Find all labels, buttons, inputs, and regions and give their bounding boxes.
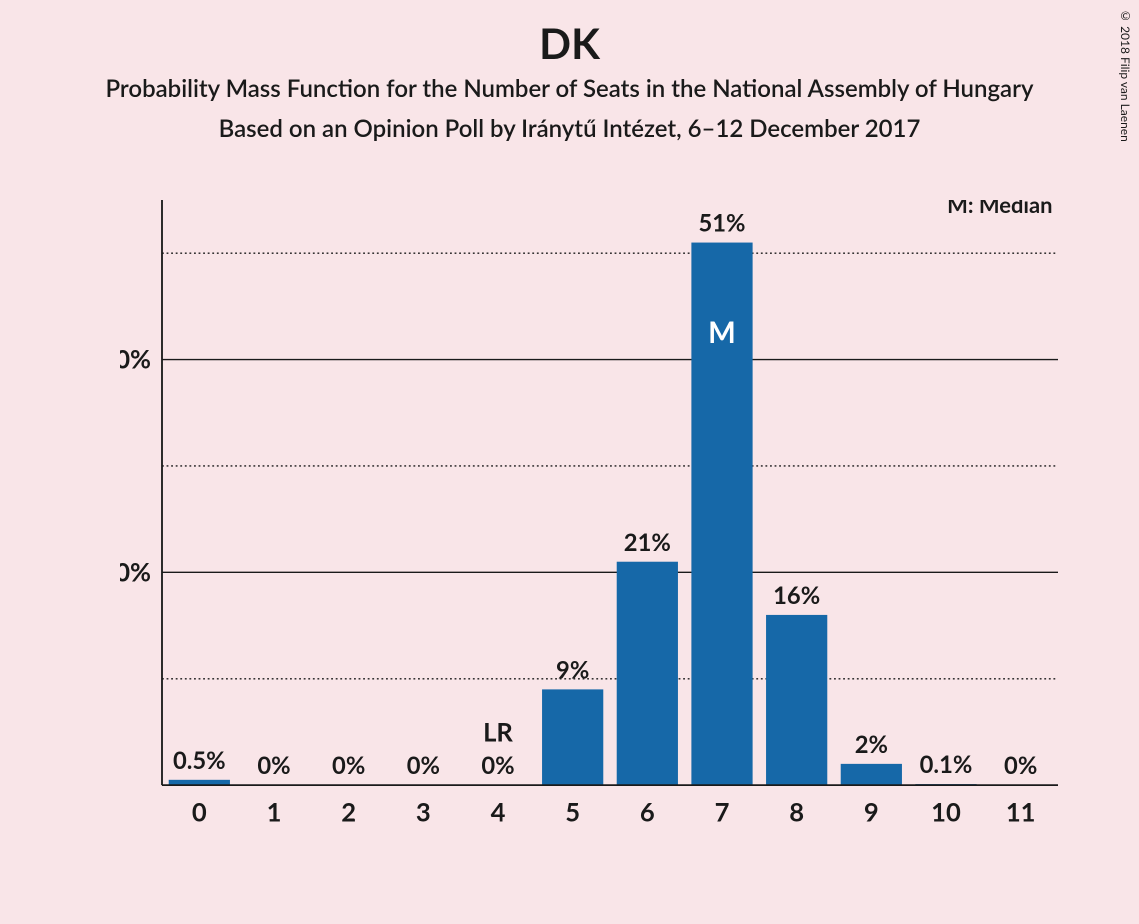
bar-value-label: 0%: [481, 752, 514, 780]
bar-value-label: 0.1%: [920, 751, 973, 779]
x-tick-label: 10: [931, 798, 961, 828]
bar-value-label: 21%: [624, 529, 671, 557]
bar: [542, 689, 603, 785]
grid-lines: [162, 253, 1058, 679]
bar: [766, 615, 827, 785]
legend: LR: Last ResultM: Median: [910, 200, 1054, 218]
x-tick-label: 0: [192, 798, 207, 828]
bar-value-label: 0%: [407, 752, 440, 780]
plot-area: 20%40%0.5%00%10%20%30%49%521%651%716%82%…: [120, 200, 1100, 840]
y-tick-label: 40%: [120, 345, 151, 375]
chart-subtitle-1: Probability Mass Function for the Number…: [0, 74, 1139, 103]
bar: [617, 562, 678, 785]
x-tick-label: 7: [715, 798, 730, 828]
bar-value-label: 0.5%: [173, 747, 226, 775]
axes: [162, 200, 1058, 785]
x-tick-label: 4: [491, 798, 506, 828]
chart-title: DK: [0, 18, 1139, 68]
x-tick-label: 5: [565, 798, 580, 828]
x-tick-label: 2: [341, 798, 356, 828]
x-tick-label: 11: [1006, 798, 1036, 828]
copyright-text: © 2018 Filip van Laenen: [1118, 8, 1133, 142]
chart-subtitle-2: Based on an Opinion Poll by Iránytű Inté…: [0, 114, 1139, 143]
legend-median: M: Median: [947, 200, 1052, 218]
last-result-marker: LR: [483, 717, 513, 747]
x-tick-label: 1: [267, 798, 282, 828]
bar-value-label: 51%: [698, 210, 745, 238]
bar-value-label: 2%: [855, 731, 888, 759]
x-tick-label: 8: [789, 798, 804, 828]
bar-value-label: 9%: [556, 656, 589, 684]
bar-value-label: 0%: [1004, 752, 1037, 780]
bar: [841, 764, 902, 785]
chart-container: DK Probability Mass Function for the Num…: [0, 0, 1139, 924]
bars: [169, 243, 977, 786]
bar-value-label: 0%: [257, 752, 290, 780]
bar-value-label: 16%: [773, 582, 820, 610]
x-tick-label: 6: [640, 798, 655, 828]
y-tick-label: 20%: [120, 558, 151, 588]
x-tick-label: 3: [416, 798, 431, 828]
x-tick-label: 9: [864, 798, 879, 828]
median-marker: M: [708, 315, 736, 350]
bar-value-label: 0%: [332, 752, 365, 780]
